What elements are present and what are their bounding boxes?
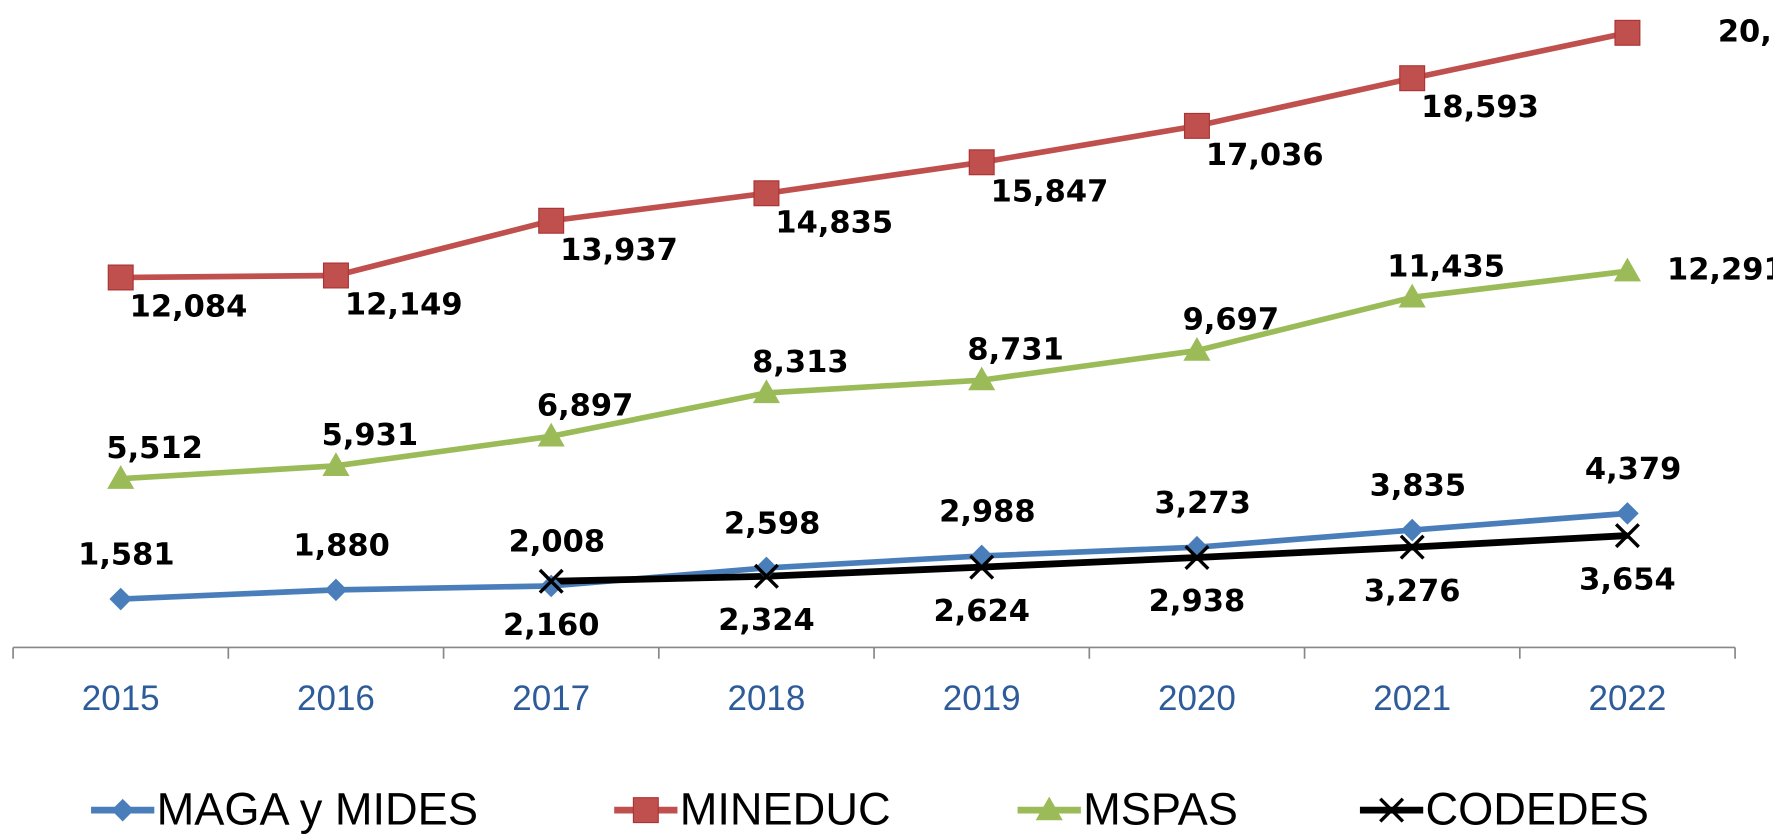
marker (1398, 283, 1426, 308)
data-label: 12,149 (345, 288, 463, 323)
data-label: 1,880 (293, 528, 389, 563)
data-label: 3,276 (1364, 574, 1460, 609)
marker (753, 563, 779, 589)
x-tick-label: 2022 (1588, 679, 1666, 718)
series-line (120, 268, 1628, 482)
data-label: 18,593 (1421, 90, 1539, 125)
marker (752, 379, 781, 404)
data-label: 3,273 (1154, 486, 1250, 521)
data-label: 20,076 (1718, 14, 1773, 49)
marker (324, 578, 348, 602)
data-label: 9,697 (1183, 303, 1279, 338)
marker (1399, 534, 1425, 560)
series-line (120, 510, 1628, 602)
data-label: 6,897 (537, 388, 633, 423)
legend-marker (1379, 797, 1405, 823)
marker (1399, 65, 1426, 92)
x-tick-label: 2016 (297, 679, 375, 718)
marker (537, 422, 565, 447)
x-tick-label: 2017 (512, 679, 590, 718)
x-tick-label: 2015 (82, 679, 160, 718)
legend-label: CODEDES (1425, 783, 1648, 834)
marker (968, 149, 995, 176)
marker (107, 264, 134, 291)
marker (1184, 544, 1210, 570)
marker (1614, 523, 1640, 549)
marker (1614, 19, 1641, 46)
data-label: 14,835 (775, 205, 893, 240)
data-label: 8,731 (967, 332, 1063, 367)
data-label: 2,008 (509, 525, 605, 560)
marker (1616, 502, 1639, 525)
data-label: 5,931 (322, 418, 418, 453)
marker (322, 262, 349, 289)
data-label: 2,624 (933, 594, 1029, 629)
legend-marker (111, 798, 134, 822)
x-tick-label: 2019 (943, 679, 1021, 718)
data-label: 8,313 (752, 345, 848, 380)
data-label: 12,291 (1667, 253, 1773, 288)
series-line (120, 30, 1629, 281)
legend-label: MINEDUC (680, 783, 891, 834)
marker (107, 465, 135, 489)
legend-label: MAGA y MIDES (157, 783, 478, 834)
data-label: 2,160 (503, 608, 599, 643)
data-label: 11,435 (1387, 249, 1505, 284)
series-line (551, 532, 1628, 585)
data-label: 2,938 (1149, 584, 1245, 619)
marker (322, 452, 350, 477)
marker (968, 366, 996, 391)
x-tick-label: 2018 (727, 679, 805, 718)
marker (753, 180, 780, 207)
data-label: 12,084 (130, 289, 248, 324)
data-label: 2,598 (724, 506, 820, 541)
legend-marker (1035, 796, 1063, 821)
marker (538, 207, 565, 234)
marker (1183, 337, 1211, 361)
marker (109, 587, 133, 611)
marker (1400, 518, 1424, 542)
data-label: 17,036 (1206, 138, 1324, 173)
x-tick-label: 2020 (1158, 679, 1236, 718)
data-label: 5,512 (106, 431, 202, 466)
legend-label: MSPAS (1083, 783, 1238, 834)
data-label: 3,835 (1370, 469, 1466, 504)
marker (1183, 112, 1210, 139)
data-label: 13,937 (560, 233, 678, 268)
data-label: 2,324 (718, 603, 814, 638)
marker (755, 556, 778, 580)
marker (538, 568, 564, 594)
data-label: 2,988 (939, 495, 1035, 530)
data-label: 15,847 (991, 174, 1109, 209)
data-label: 1,581 (78, 538, 174, 573)
x-tick-label: 2021 (1373, 679, 1451, 718)
marker (969, 554, 995, 580)
data-label: 4,379 (1585, 452, 1681, 487)
marker (539, 574, 563, 598)
marker (1613, 257, 1641, 282)
data-label: 3,654 (1579, 562, 1675, 597)
legend-marker (632, 797, 659, 824)
